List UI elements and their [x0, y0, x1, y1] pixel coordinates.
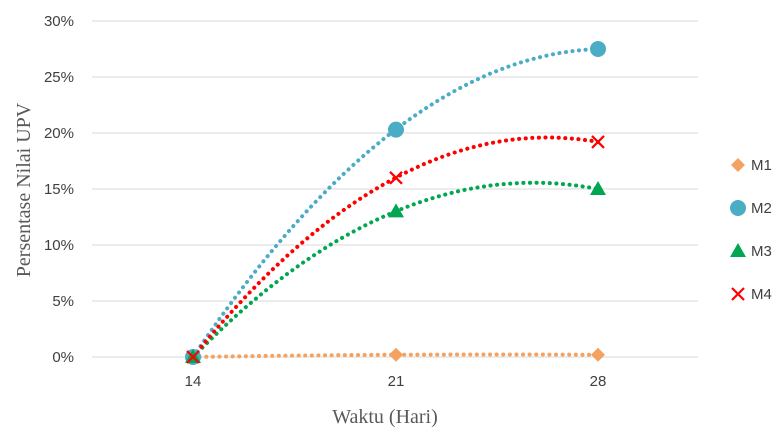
circle-marker [730, 200, 746, 216]
legend-label: M2 [751, 200, 772, 217]
trendline-m1 [191, 352, 600, 359]
trendline-m4 [191, 135, 600, 359]
legend-label: M4 [751, 286, 772, 303]
y-tick-label: 20% [44, 125, 74, 142]
x-marker [591, 135, 605, 149]
y-tick-label: 25% [44, 69, 74, 86]
trendline-m2 [191, 47, 600, 359]
legend-item-m4: M4 [731, 286, 772, 303]
x-tick-label: 21 [388, 373, 405, 390]
y-tick-label: 0% [52, 349, 74, 366]
circle-marker [590, 41, 606, 57]
y-tick-labels: 0% 5% 10% 15% 20% 25% 30% [44, 13, 74, 366]
x-marker [389, 171, 403, 185]
diamond-marker [591, 347, 605, 362]
y-tick-label: 15% [44, 181, 74, 198]
circle-marker [388, 121, 404, 138]
x-tick-label: 28 [590, 373, 607, 390]
x-marker [186, 350, 200, 364]
x-tick-labels: 14 21 28 [185, 373, 607, 390]
y-tick-label: 5% [52, 293, 74, 310]
diamond-marker [389, 347, 403, 362]
legend-item-m1: M1 [731, 157, 772, 174]
x-axis-label: Waktu (Hari) [332, 406, 438, 428]
data-markers [185, 41, 606, 365]
diamond-marker [731, 158, 745, 172]
legend-item-m2: M2 [730, 200, 772, 217]
triangle-marker [590, 181, 606, 195]
legend-label: M1 [751, 157, 772, 174]
x-marker [731, 287, 745, 301]
gridlines [92, 20, 698, 358]
legend-item-m3: M3 [730, 243, 772, 260]
y-tick-label: 30% [44, 13, 74, 30]
trendlines [191, 47, 600, 359]
legend-label: M3 [751, 243, 772, 260]
y-axis-label: Persentase Nilai UPV [13, 102, 35, 277]
legend: M1 M2 M3 M4 [730, 157, 772, 303]
triangle-marker [388, 203, 404, 218]
triangle-marker [730, 243, 746, 257]
x-tick-label: 14 [185, 373, 202, 390]
y-tick-label: 10% [44, 237, 74, 254]
